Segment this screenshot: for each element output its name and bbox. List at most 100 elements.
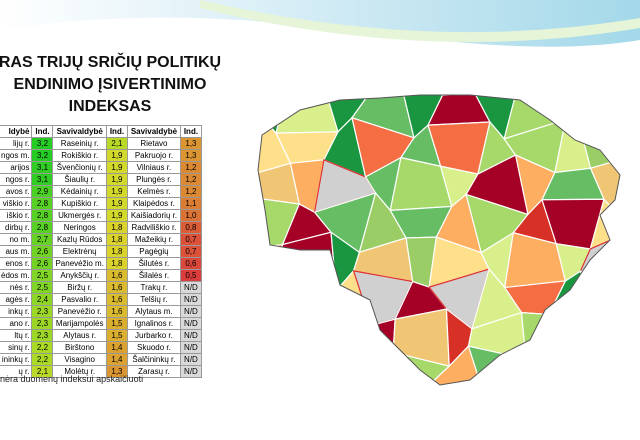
name-cell: ldybė xyxy=(0,125,33,138)
table-row: arijos 3,1 Švenčionių r. 1,9 Vilniaus r. 1,2 xyxy=(0,161,202,174)
index-cell: 1,2 xyxy=(179,173,202,186)
table-row: ngos r. 3,1 Šiaulių r. 1,9 Plungės r. 1,2 xyxy=(0,173,202,186)
municipality-map xyxy=(258,95,620,385)
index-cell: 1,0 xyxy=(179,209,202,222)
header-swoosh xyxy=(200,0,640,42)
name-cell: Kėdainių r. xyxy=(52,185,107,198)
index-cell: 3,1 xyxy=(31,173,54,186)
index-cell: N/D xyxy=(179,329,202,342)
index-cell: 2,3 xyxy=(31,305,54,318)
table-row: enos r. 2,6 Panevėžio m. 1,8 Šilutės r. 0,6 xyxy=(0,257,202,270)
index-cell: 2,5 xyxy=(31,269,54,282)
index-cell: 2,7 xyxy=(31,233,54,246)
municipality-area xyxy=(579,95,620,137)
municipality-area xyxy=(258,274,297,326)
name-cell: Telšių r. xyxy=(126,293,181,306)
name-cell: Ignalinos r. xyxy=(126,317,181,330)
municipality-area xyxy=(583,343,620,385)
index-cell: 3,2 xyxy=(31,149,54,162)
index-cell: 2,3 xyxy=(31,329,54,342)
municipality-area xyxy=(277,274,338,327)
index-cell: 1,6 xyxy=(105,269,128,282)
header-row: ldybė Ind. Savivaldybė Ind. Savivaldybė Ind. xyxy=(0,125,202,138)
name-cell: ų r. xyxy=(0,365,33,378)
name-cell: Pasvalio r. xyxy=(52,293,107,306)
index-cell: N/D xyxy=(179,305,202,318)
index-cell: 1,9 xyxy=(105,209,128,222)
index-cell: 1,9 xyxy=(105,161,128,174)
name-cell: Plungės r. xyxy=(126,173,181,186)
name-cell: Rokiškio r. xyxy=(52,149,107,162)
name-cell: Švenčionių r. xyxy=(52,161,107,174)
municipality-area xyxy=(277,345,337,385)
index-cell: 2,2 xyxy=(31,341,54,354)
index-cell: 2,6 xyxy=(31,257,54,270)
municipality-area xyxy=(316,349,374,385)
municipality-area xyxy=(353,350,413,385)
index-cell: 1,5 xyxy=(105,317,128,330)
name-cell: Savivaldybė xyxy=(126,125,181,138)
name-cell: no m. xyxy=(0,233,33,246)
municipality-area xyxy=(295,305,319,369)
index-cell: 2,8 xyxy=(31,221,54,234)
municipality-area xyxy=(370,318,396,353)
municipality-area xyxy=(392,308,450,367)
name-cell: Jurbarko r. xyxy=(126,329,181,342)
name-cell: ininkų r. xyxy=(0,353,33,366)
name-cell: nės r. xyxy=(0,281,33,294)
name-cell: inkų r. xyxy=(0,305,33,318)
table-row: iškio r. 2,8 Ukmergės r. 1,9 Kaišiadorių r. 1… xyxy=(0,209,202,222)
index-cell: 1,3 xyxy=(179,149,202,162)
table-row: ano r. 2,3 Marijampolės 1,5 Ignalinos r. N/D xyxy=(0,317,202,330)
index-cell: 1,9 xyxy=(105,185,128,198)
index-cell: N/D xyxy=(179,317,202,330)
name-cell: Kupiškio r. xyxy=(52,197,107,210)
table-row: avos r. 2,9 Kėdainių r. 1,9 Kelmės r. 1,2 xyxy=(0,185,202,198)
table-row: inkų r. 2,3 Panevėžio r. 1,6 Alytaus m. N/D xyxy=(0,305,202,318)
index-cell: 0,7 xyxy=(179,245,202,258)
name-cell: Anykščių r. xyxy=(52,269,107,282)
name-cell: ngos m. xyxy=(0,149,33,162)
name-cell: arijos xyxy=(0,161,33,174)
index-cell: Ind. xyxy=(31,125,54,138)
name-cell: Mažeikių r. xyxy=(126,233,181,246)
name-cell: Rietavo xyxy=(126,137,181,150)
footnote: nėra duomenų indeksui apskaičiuoti xyxy=(0,374,144,384)
name-cell: Biržų r. xyxy=(52,281,107,294)
index-cell: 1,8 xyxy=(105,221,128,234)
name-cell: Visagino xyxy=(52,353,107,366)
name-cell: Kelmės r. xyxy=(126,185,181,198)
municipality-area xyxy=(258,346,297,385)
name-cell: Klaipėdos r. xyxy=(126,197,181,210)
municipality-area xyxy=(258,318,297,359)
title-line: INDEKSAS xyxy=(68,98,152,115)
name-cell: Elektrėnų xyxy=(52,245,107,258)
table-row: ėdos m. 2,5 Anykščių r. 1,6 Šilalės r. 0,5 xyxy=(0,269,202,282)
index-cell: 1,6 xyxy=(105,281,128,294)
table-row: no m. 2,7 Kazlų Rūdos 1,8 Mažeikių r. 0,7 xyxy=(0,233,202,246)
index-cell: Ind. xyxy=(179,125,202,138)
index-cell: 2,4 xyxy=(31,293,54,306)
name-cell: ltų r. xyxy=(0,329,33,342)
name-cell: Neringos xyxy=(52,221,107,234)
index-cell: N/D xyxy=(179,281,202,294)
title: RAS TRIJŲ SRIČIŲ POLITIKŲ ENDINIMO ĮSIVE… xyxy=(0,52,260,118)
index-cell: 0,5 xyxy=(179,269,202,282)
name-cell: Šilutės r. xyxy=(126,257,181,270)
name-cell: Savivaldybė xyxy=(52,125,107,138)
municipality-area xyxy=(258,243,284,277)
table-row: ininkų r. 2,2 Visagino 1,4 Šalčininkų r. N/D xyxy=(0,353,202,366)
municipality-area xyxy=(258,162,301,205)
municipality-area xyxy=(520,311,550,363)
index-cell: 0,6 xyxy=(179,257,202,270)
name-cell: avos r. xyxy=(0,185,33,198)
name-cell: sinų r. xyxy=(0,341,33,354)
index-cell: 2,5 xyxy=(31,281,54,294)
name-cell: Birštono xyxy=(52,341,107,354)
table-row: dirbų r. 2,8 Neringos 1,8 Radviliškio r. 0,8 xyxy=(0,221,202,234)
index-cell: 0,7 xyxy=(179,233,202,246)
table-row: lijų r. 3,2 Raseinių r. 2,1 Rietavo 1,3 xyxy=(0,137,202,150)
name-cell: Šilalės r. xyxy=(126,269,181,282)
table-row: agės r. 2,4 Pasvalio r. 1,6 Telšių r. N/D xyxy=(0,293,202,306)
